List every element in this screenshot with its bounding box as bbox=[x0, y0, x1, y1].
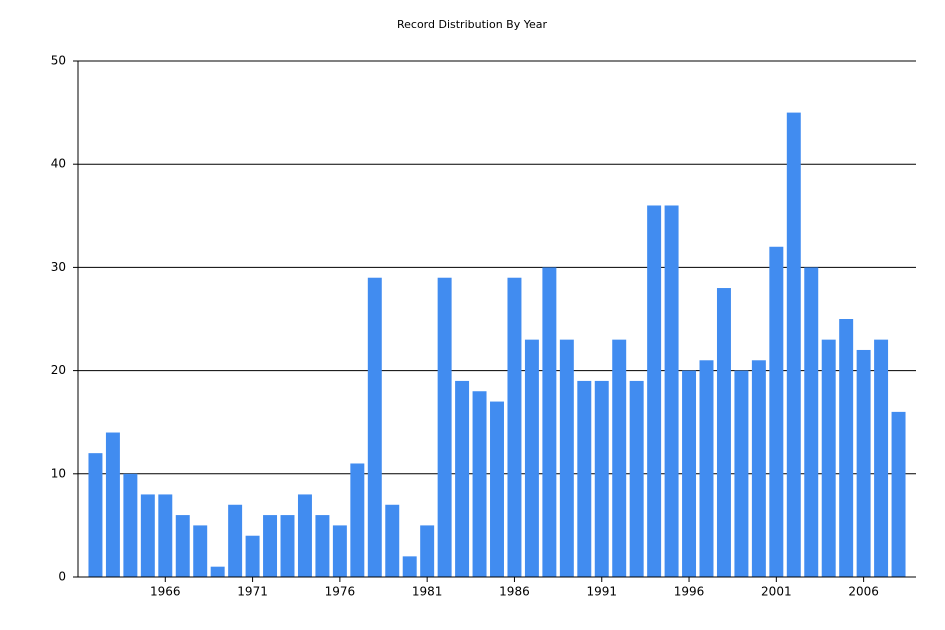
bar bbox=[158, 494, 173, 577]
x-tick-label: 1986 bbox=[499, 585, 530, 599]
y-tick-label: 50 bbox=[51, 54, 66, 68]
bar bbox=[385, 504, 400, 577]
bar bbox=[856, 349, 871, 577]
bar bbox=[769, 246, 784, 577]
bar bbox=[804, 267, 819, 577]
bar bbox=[140, 494, 155, 577]
bar bbox=[559, 339, 574, 577]
bar bbox=[367, 277, 382, 577]
bar bbox=[245, 535, 260, 577]
bar bbox=[193, 525, 208, 577]
bar bbox=[821, 339, 836, 577]
bar bbox=[315, 515, 330, 577]
bar bbox=[88, 453, 103, 577]
bar bbox=[699, 360, 714, 577]
bar bbox=[734, 370, 749, 577]
bar bbox=[507, 277, 522, 577]
bar bbox=[751, 360, 766, 577]
bar bbox=[524, 339, 539, 577]
bar bbox=[594, 380, 609, 577]
y-tick-label: 10 bbox=[51, 466, 66, 480]
bar bbox=[629, 380, 644, 577]
bar bbox=[472, 391, 487, 577]
bar bbox=[786, 112, 801, 577]
bar bbox=[839, 319, 854, 577]
x-tick-label: 1991 bbox=[586, 585, 617, 599]
bar bbox=[647, 205, 662, 578]
x-tick-label: 1996 bbox=[674, 585, 705, 599]
x-tick-label: 2001 bbox=[761, 585, 792, 599]
x-tick-label: 1971 bbox=[237, 585, 268, 599]
y-tick-label: 40 bbox=[51, 157, 66, 171]
bar bbox=[228, 504, 243, 577]
bar bbox=[716, 288, 731, 577]
bar bbox=[542, 267, 557, 577]
bar bbox=[490, 401, 504, 577]
bar bbox=[105, 432, 120, 577]
bar bbox=[577, 380, 592, 577]
bar bbox=[350, 463, 365, 577]
bar bbox=[682, 370, 697, 577]
bar bbox=[402, 556, 417, 577]
bar bbox=[612, 339, 627, 577]
bar bbox=[280, 515, 295, 577]
bar bbox=[210, 566, 225, 577]
x-tick-label: 1966 bbox=[150, 585, 181, 599]
bar bbox=[332, 525, 347, 577]
y-tick-label: 20 bbox=[51, 363, 66, 377]
x-tick-label: 1976 bbox=[325, 585, 356, 599]
chart-title: Record Distribution By Year bbox=[397, 18, 547, 31]
bar bbox=[263, 515, 278, 577]
bar bbox=[123, 473, 138, 577]
bar bbox=[891, 411, 906, 577]
x-tick-label: 2006 bbox=[848, 585, 879, 599]
y-tick-label: 30 bbox=[51, 260, 66, 274]
bar bbox=[874, 339, 889, 577]
bar bbox=[437, 277, 452, 577]
y-tick-label: 0 bbox=[58, 570, 66, 584]
x-tick-label: 1981 bbox=[412, 585, 443, 599]
bar bbox=[175, 515, 190, 577]
bar bbox=[455, 380, 470, 577]
bar bbox=[420, 525, 435, 577]
bar bbox=[664, 205, 679, 578]
bar bbox=[297, 494, 312, 577]
